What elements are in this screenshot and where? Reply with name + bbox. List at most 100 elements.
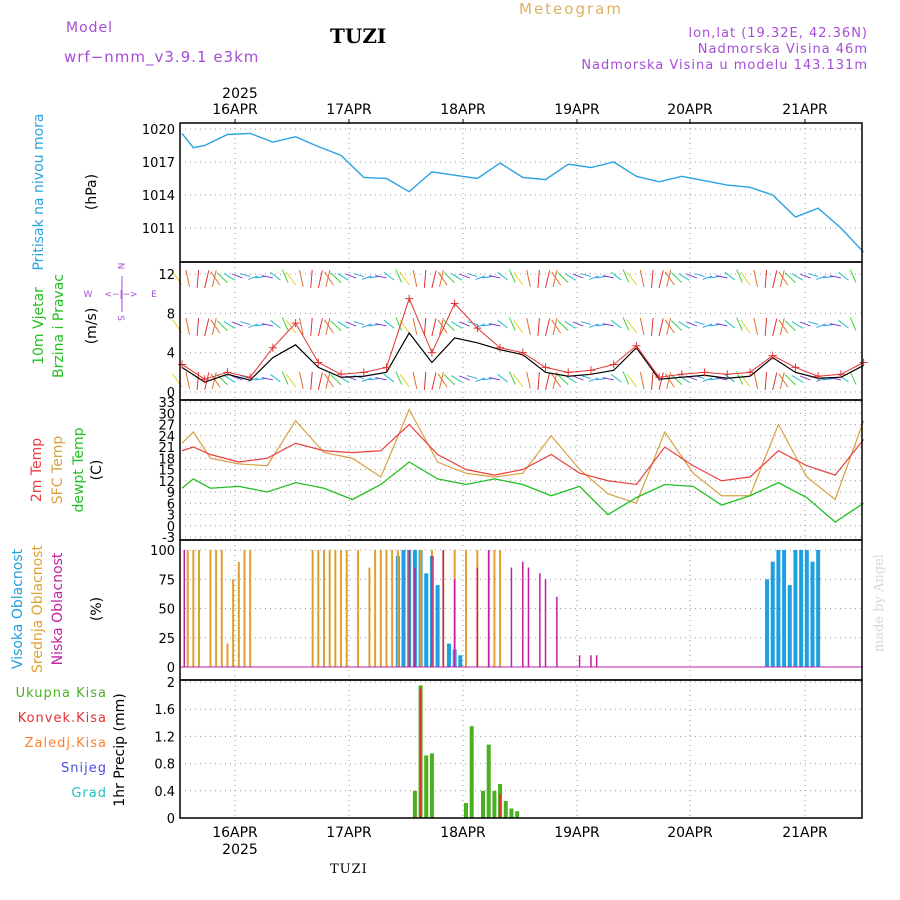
gust-marker [223,368,232,377]
wind-arrow [784,320,796,332]
compass-e: E [151,290,157,300]
wind-arrow [211,269,217,288]
wind-arrow [772,318,778,337]
cloud-bar [782,550,787,667]
precip-bar [412,790,417,818]
wind-arrow [709,377,720,381]
wind-arrow [395,269,403,283]
gust-marker [200,375,209,384]
cloud-bar [446,643,451,667]
wind-arrow [799,273,811,279]
cloud-bar [476,567,479,667]
wind-arrow [694,273,705,278]
wind-arrow [330,374,342,386]
footer-station: TUZI [330,862,368,877]
wind-arrow [724,319,736,329]
wind-arrow [439,371,444,390]
wind-arrow [622,317,630,331]
wind-arrow [823,323,834,327]
bottom-year-label: 2025 [222,842,258,858]
top-date-label: 19APR [554,102,600,118]
model-label: Model [66,20,114,36]
wind-arrow [564,273,577,281]
wind-arrow [808,321,819,326]
wind-arrow [580,375,592,380]
precip-bar [503,801,508,818]
wind-arrow [475,275,486,280]
wind-arrow [595,275,607,279]
model-altitude: Nadmorska Visina u modelu 143.131m [581,58,868,73]
wind-arrow [778,271,789,286]
wind-arrow [537,317,540,336]
cloud-bar [408,550,410,667]
wind-arrow [270,271,281,281]
bottom-date-label: 21APR [782,825,828,841]
wind-arrow [458,321,470,327]
wind-arrow [622,269,630,283]
cloud-bar [487,550,490,667]
cloud-bar [539,573,541,667]
wind-arrow [508,269,516,283]
wind-arrow [216,320,228,332]
gust-marker [632,341,641,350]
wind-arrow [784,374,796,386]
wind-arrow [255,323,266,327]
wind-arrow [686,273,698,279]
precip-bar [419,688,422,818]
wind-arrow [564,321,577,329]
wind-arrow [610,271,622,281]
wind-arrow [664,271,675,286]
cloud-bar [209,550,212,667]
cloud-bar [192,550,195,667]
wind-arrow [626,271,637,286]
wind-arrow [324,373,334,388]
wind-arrow [210,373,221,388]
precip-bar [509,808,514,818]
wind-arrow [383,319,395,329]
y-tick-label: 33 [158,396,175,411]
wind-arrow [658,372,664,391]
cloud-bar [458,655,463,667]
gust-marker [564,368,573,377]
gust-marker [655,373,664,382]
wind-arrow [204,318,210,337]
gust-marker [746,368,754,377]
gust-marker [541,363,550,372]
pressure-ylabel: Pritisak na nivou mora [31,113,47,270]
wind-ylabel: 10m Vjetar [31,287,47,365]
wind-arrow [467,273,478,278]
wind-arrow [772,372,778,391]
grid-layer [180,123,862,818]
wind-arrow [399,373,410,388]
y-tick-label: 8 [167,307,175,322]
cloud-bar [328,550,331,667]
wind-arrow [458,375,470,381]
wind-arrow [849,269,857,283]
cloud-bar [493,550,496,667]
legend-snijeg: Snijeg [61,761,107,776]
wind-arrow [716,323,728,327]
wind-arrow [784,272,796,284]
wind-arrow [412,317,418,335]
wind-arrow [622,371,630,385]
cloud-bar [357,550,360,667]
wind-arrow [626,373,637,388]
gust-marker [337,370,346,379]
wind-arrow [551,373,562,388]
cloud-bar [544,579,547,667]
wind-arrow [588,275,599,280]
wind-arrow [324,319,334,334]
wind-arrow [240,273,251,278]
y-tick-label: 12 [158,475,175,490]
y-tick-label: 9 [167,486,175,501]
wind-arrow [557,272,569,284]
wind-arrow [437,271,448,286]
wind-arrow [580,273,592,278]
gust-marker [178,360,186,369]
wind-arrow [572,321,584,327]
wind-arrow [330,320,342,332]
chart-kind: Meteogram [519,0,623,18]
bottom-date-label: 18APR [440,825,486,841]
wind-arrow [740,319,751,334]
cloud-bar [595,655,598,667]
